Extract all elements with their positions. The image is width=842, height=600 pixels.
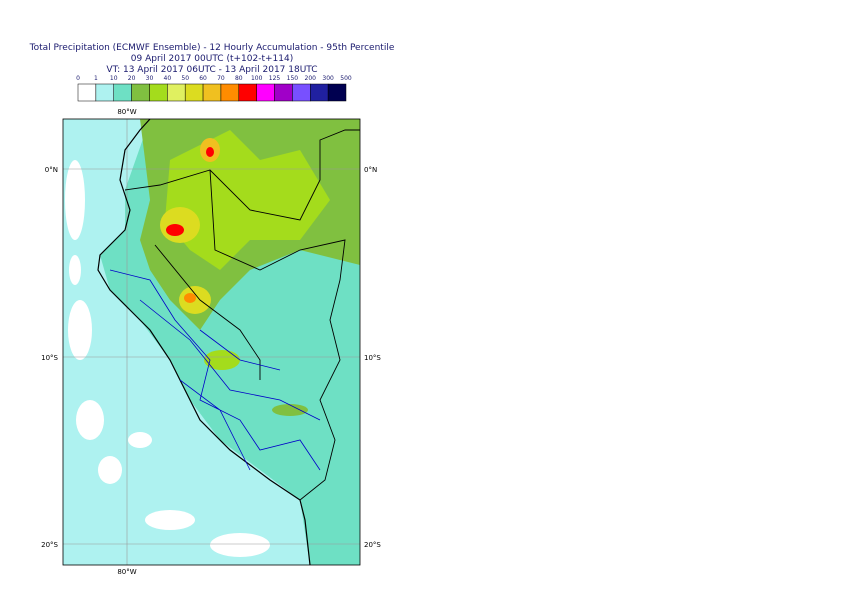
legend-label: 500 xyxy=(340,75,352,82)
legend-swatch xyxy=(310,83,329,102)
legend-label: 1 xyxy=(94,75,98,82)
lat-label: 20°S xyxy=(364,541,381,549)
legend-label: 125 xyxy=(269,75,281,82)
legend-label: 60 xyxy=(199,75,207,82)
legend-label: 70 xyxy=(217,75,225,82)
map xyxy=(63,119,360,565)
legend: 0 1 10 20 30 40 50 60 70 80 100 125 150 200 300 500 xyxy=(76,75,352,102)
lat-label: 10°S xyxy=(364,354,381,362)
legend-label: 20 xyxy=(128,75,136,82)
subtitle: VT: 13 April 2017 06UTC - 13 April 2017 … xyxy=(106,65,317,75)
legend-label: 300 xyxy=(322,75,334,82)
legend-swatch xyxy=(167,83,186,102)
lon-label: 80°W xyxy=(117,108,136,116)
lat-label: 0°N xyxy=(45,166,58,174)
legend-swatch xyxy=(256,83,275,102)
legend-label: 200 xyxy=(305,75,317,82)
dry-areas xyxy=(65,160,270,557)
lat-label: 10°S xyxy=(41,354,58,362)
lon-label: 80°W xyxy=(117,568,136,576)
legend-swatch xyxy=(220,83,240,102)
lat-label: 0°N xyxy=(364,166,377,174)
legend-swatch xyxy=(77,83,97,102)
legend-label: 30 xyxy=(146,75,154,82)
legend-swatch xyxy=(292,83,311,102)
legend-swatch xyxy=(95,83,114,102)
legend-swatch xyxy=(184,83,204,102)
legend-label: 50 xyxy=(181,75,189,82)
legend-swatch xyxy=(238,83,257,102)
legend-swatch xyxy=(327,83,347,102)
lat-label: 20°S xyxy=(41,541,58,549)
legend-label: 10 xyxy=(110,75,118,82)
legend-swatch xyxy=(113,83,132,102)
legend-swatch xyxy=(131,83,150,102)
legend-swatch xyxy=(202,83,222,102)
map-frame xyxy=(62,118,361,566)
graticule xyxy=(63,119,360,565)
legend-label: 80 xyxy=(235,75,243,82)
legend-swatch xyxy=(149,83,168,102)
legend-swatch xyxy=(274,83,293,102)
legend-label: 0 xyxy=(76,75,80,82)
subtitle: 09 April 2017 00UTC (t+102-t+114) xyxy=(131,54,293,64)
legend-label: 100 xyxy=(251,75,263,82)
legend-label: 40 xyxy=(164,75,172,82)
title: Total Precipitation (ECMWF Ensemble) - 1… xyxy=(29,43,395,53)
legend-label: 150 xyxy=(287,75,299,82)
